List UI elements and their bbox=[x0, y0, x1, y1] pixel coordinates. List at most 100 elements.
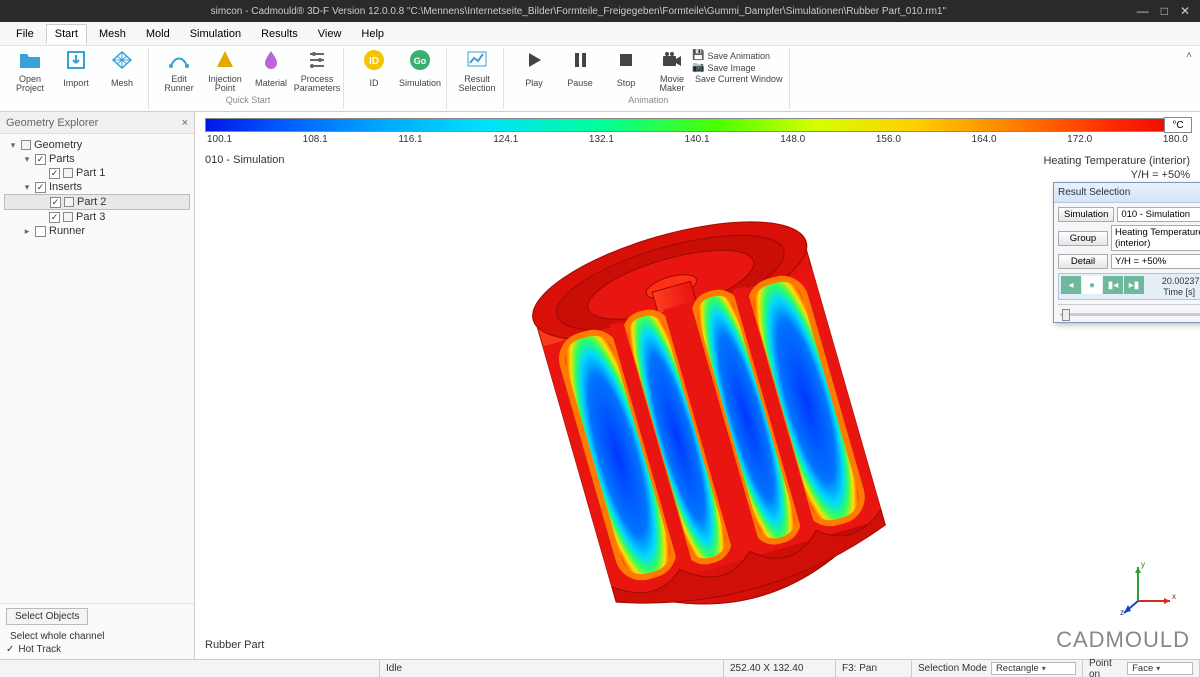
play-icon[interactable]: ● bbox=[1082, 276, 1102, 294]
anim-save-image[interactable]: 📷Save Image bbox=[692, 62, 783, 73]
twisty-icon[interactable]: ▾ bbox=[22, 182, 32, 193]
ribbon: OpenProjectImportMesh EditRunnerInjectio… bbox=[0, 46, 1200, 112]
tree-node-part-3[interactable]: ✓Part 3 bbox=[4, 210, 190, 224]
selection-mode[interactable]: Selection ModeRectangle bbox=[912, 660, 1083, 677]
collapse-ribbon-icon[interactable]: ˄ bbox=[1186, 50, 1192, 61]
time-slider[interactable] bbox=[1058, 304, 1200, 318]
play-button[interactable]: Play bbox=[514, 48, 554, 94]
close-panel-icon[interactable]: × bbox=[182, 117, 188, 129]
time-value: 20.00237 bbox=[1162, 276, 1200, 286]
point-on[interactable]: Point onFace bbox=[1083, 660, 1200, 677]
tree-checkbox[interactable]: ✓ bbox=[35, 182, 46, 193]
time-label: Time [s] bbox=[1163, 287, 1195, 297]
anim-save-current-window[interactable]: Save Current Window bbox=[692, 74, 783, 84]
color-unit-label: °C bbox=[1164, 117, 1192, 133]
tree-label: Part 1 bbox=[76, 167, 105, 179]
panel-simulation-button[interactable]: Simulation bbox=[1058, 207, 1114, 222]
import-button[interactable]: Import bbox=[56, 48, 96, 94]
twisty-icon[interactable]: ▾ bbox=[8, 140, 18, 151]
window-title: simcon - Cadmould® 3D-F Version 12.0.0.8… bbox=[20, 6, 1137, 17]
injection-point-icon bbox=[213, 48, 237, 72]
panel-simulation-select[interactable]: 010 - Simulation bbox=[1117, 207, 1200, 222]
process-params-icon bbox=[305, 48, 329, 72]
selection-mode-dropdown[interactable]: Rectangle bbox=[991, 662, 1076, 675]
menu-view[interactable]: View bbox=[310, 25, 350, 43]
twisty-icon[interactable]: ▾ bbox=[22, 154, 32, 165]
save-icon: 💾 bbox=[692, 50, 704, 61]
status-cell: Idle bbox=[380, 660, 724, 677]
tree-node-part-2[interactable]: ✓Part 2 bbox=[4, 194, 190, 210]
movie-maker-button[interactable]: MovieMaker bbox=[652, 48, 692, 94]
tree-swatch-icon bbox=[64, 197, 74, 207]
hot-track-label: Hot Track bbox=[18, 644, 61, 655]
injection-point-button[interactable]: InjectionPoint bbox=[205, 48, 245, 94]
menu-start[interactable]: Start bbox=[46, 24, 87, 44]
stop-button[interactable]: Stop bbox=[606, 48, 646, 94]
status-cell: 252.40 X 132.40 bbox=[724, 660, 836, 677]
process-params-button[interactable]: ProcessParameters bbox=[297, 48, 337, 94]
viewport-3d[interactable]: °C 100.1108.1116.1124.1132.1140.1148.015… bbox=[195, 112, 1200, 659]
panel-group-select[interactable]: Heating Temperature (interior) bbox=[1111, 225, 1200, 251]
menu-results[interactable]: Results bbox=[253, 25, 306, 43]
edit-runner-button[interactable]: EditRunner bbox=[159, 48, 199, 94]
panel-detail-select[interactable]: Y/H = +50% bbox=[1111, 254, 1200, 269]
colorbar-tick: 100.1 bbox=[207, 134, 232, 145]
svg-text:y: y bbox=[1141, 560, 1145, 569]
tree-node-parts[interactable]: ▾✓Parts bbox=[4, 152, 190, 166]
tree-checkbox[interactable] bbox=[35, 226, 46, 237]
geometry-explorer-panel: Geometry Explorer × ▾Geometry▾✓Parts✓Par… bbox=[0, 112, 195, 659]
group-label-quickstart: Quick Start bbox=[226, 95, 271, 105]
status-bar: Idle252.40 X 132.40F3: PanSelection Mode… bbox=[0, 659, 1200, 677]
material-button[interactable]: Material bbox=[251, 48, 291, 94]
twisty-icon[interactable]: ▸ bbox=[22, 226, 32, 237]
viewport-label-simulation: 010 - Simulation bbox=[205, 154, 285, 166]
menu-file[interactable]: File bbox=[8, 25, 42, 43]
seek-start-icon[interactable]: ◂ bbox=[1061, 276, 1081, 294]
playback-controls[interactable]: ◂ ● ▮◂ ▸▮ 20.00237100.000 Time [s]Level … bbox=[1058, 273, 1200, 300]
simulation-button[interactable]: GoSimulation bbox=[400, 48, 440, 94]
panel-group-button[interactable]: Group bbox=[1058, 231, 1108, 246]
tree-checkbox[interactable]: ✓ bbox=[35, 154, 46, 165]
tree-label: Runner bbox=[49, 225, 85, 237]
tree-checkbox[interactable]: ✓ bbox=[49, 212, 60, 223]
tree-node-geometry[interactable]: ▾Geometry bbox=[4, 138, 190, 152]
mesh-button[interactable]: Mesh bbox=[102, 48, 142, 94]
tree-checkbox[interactable]: ✓ bbox=[50, 197, 61, 208]
geometry-explorer-title: Geometry Explorer bbox=[6, 117, 98, 129]
step-fwd-icon[interactable]: ▸▮ bbox=[1124, 276, 1144, 294]
pause-button[interactable]: Pause bbox=[560, 48, 600, 94]
open-project-icon bbox=[18, 48, 42, 72]
result-selection-panel[interactable]: Result Selection ? ✕ Simulation010 - Sim… bbox=[1053, 182, 1200, 323]
menu-simulation[interactable]: Simulation bbox=[182, 25, 249, 43]
anim-save-animation[interactable]: 💾Save Animation bbox=[692, 50, 783, 61]
result-selection-button[interactable]: ResultSelection bbox=[457, 48, 497, 94]
hot-track-checkbox[interactable]: ✓ bbox=[6, 644, 14, 655]
select-objects-button[interactable]: Select Objects bbox=[6, 608, 88, 625]
maximize-button[interactable]: □ bbox=[1161, 4, 1168, 18]
panel-detail-button[interactable]: Detail bbox=[1058, 254, 1108, 269]
step-back-icon[interactable]: ▮◂ bbox=[1103, 276, 1123, 294]
tree-node-runner[interactable]: ▸ Runner bbox=[4, 224, 190, 238]
svg-text:ID: ID bbox=[369, 56, 379, 67]
menu-help[interactable]: Help bbox=[353, 25, 392, 43]
tree-checkbox[interactable]: ✓ bbox=[49, 168, 60, 179]
open-project-button[interactable]: OpenProject bbox=[10, 48, 50, 94]
tree-node-part-1[interactable]: ✓ Part 1 bbox=[4, 166, 190, 180]
close-button[interactable]: ✕ bbox=[1180, 4, 1190, 18]
geometry-tree[interactable]: ▾Geometry▾✓Parts✓Part 1▾✓Inserts✓Part 2✓… bbox=[0, 134, 194, 603]
result-selection-icon bbox=[465, 48, 489, 72]
title-bar: simcon - Cadmould® 3D-F Version 12.0.0.8… bbox=[0, 0, 1200, 22]
menu-mesh[interactable]: Mesh bbox=[91, 25, 134, 43]
tree-swatch-icon bbox=[63, 212, 73, 222]
id-button[interactable]: IDID bbox=[354, 48, 394, 94]
tree-swatch-icon bbox=[21, 140, 31, 150]
tree-node-inserts[interactable]: ▾✓Inserts bbox=[4, 180, 190, 194]
colorbar-tick: 140.1 bbox=[685, 134, 710, 145]
minimize-button[interactable]: — bbox=[1137, 4, 1149, 18]
tree-label: Parts bbox=[49, 153, 75, 165]
point-on-dropdown[interactable]: Face bbox=[1127, 662, 1193, 675]
svg-text:Go: Go bbox=[414, 56, 427, 66]
menu-bar: FileStartMeshMoldSimulationResultsViewHe… bbox=[0, 22, 1200, 46]
colorbar-tick: 172.0 bbox=[1067, 134, 1092, 145]
menu-mold[interactable]: Mold bbox=[138, 25, 178, 43]
